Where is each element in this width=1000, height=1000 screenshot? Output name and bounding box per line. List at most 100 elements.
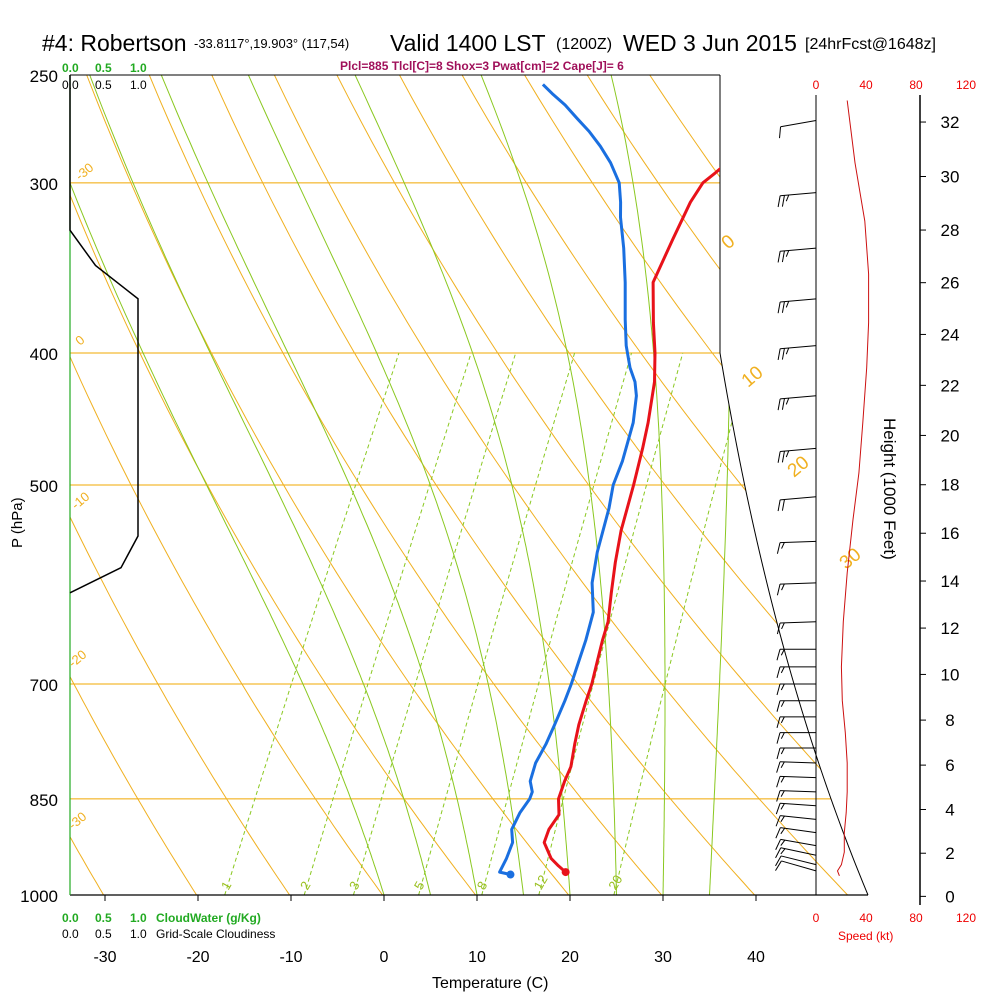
wind-barb-feather xyxy=(781,250,785,263)
dry-adiabat xyxy=(148,75,662,895)
cloud-scale-label: 0.0 xyxy=(62,927,79,941)
wind-barb-feather xyxy=(780,648,785,656)
wind-barb-feather xyxy=(776,716,781,729)
wind-barb-staff xyxy=(780,298,817,303)
wind-speed-line xyxy=(836,100,870,876)
height-tick-label: 30 xyxy=(941,168,960,187)
cloud-scale-label: 0.0 xyxy=(62,78,79,92)
wind-barb xyxy=(777,395,817,411)
speed-tick-bottom: 80 xyxy=(909,911,923,925)
dry-adiabat-label: 0 xyxy=(72,332,87,348)
wind-barb-feather xyxy=(785,450,790,458)
temperature-surface-dot xyxy=(561,868,570,877)
wind-barb xyxy=(776,790,817,802)
y-axis-label: P (hPa) xyxy=(9,497,26,548)
wind-barb-feather xyxy=(775,827,781,839)
wind-barb-staff xyxy=(780,447,817,453)
wind-barb xyxy=(777,496,817,512)
wind-barb-feather xyxy=(777,499,781,512)
x-tick-label: -30 xyxy=(93,949,116,966)
wind-barb xyxy=(775,815,817,827)
wind-barb-feather xyxy=(775,815,781,827)
wind-barb xyxy=(777,447,817,463)
wind-barb-staff xyxy=(780,247,817,252)
wind-barb-feather xyxy=(776,542,781,554)
wind-barb-feather xyxy=(785,194,790,202)
dry-adiabat xyxy=(211,75,755,895)
cloud-scale-label: 1.0 xyxy=(130,927,147,941)
cloudiness-label: Grid-Scale Cloudiness xyxy=(156,927,275,941)
sounding-params: Plcl=885 Tlcl[C]=8 Shox=3 Pwat[cm]=2 Cap… xyxy=(340,59,624,73)
title-bar: #4: Robertson -33.8117°,19.903° (117,54)… xyxy=(42,30,936,73)
x-tick-label: 10 xyxy=(468,949,486,966)
cloudiness-line xyxy=(69,75,139,594)
forecast-info: [24hrFcst@1648z] xyxy=(805,36,936,53)
wind-barb-staff xyxy=(780,775,817,779)
zulu-time: (1200Z) xyxy=(556,36,612,53)
x-tick-label: -10 xyxy=(279,949,302,966)
wind-barb xyxy=(776,732,816,744)
dry-adiabat xyxy=(399,75,868,895)
dry-adiabat-label: 0 xyxy=(718,231,740,254)
height-tick-label: 2 xyxy=(945,844,954,863)
wind-barb xyxy=(775,855,817,867)
moist-adiabat xyxy=(480,75,617,895)
moist-adiabat xyxy=(247,75,524,895)
wind-barb xyxy=(775,827,817,839)
wind-barb xyxy=(776,775,817,788)
wind-barb xyxy=(777,247,817,263)
wind-barb xyxy=(777,345,817,361)
wind-barb-feather xyxy=(777,451,781,463)
cloud-scale-label: 0.5 xyxy=(95,78,112,92)
wind-barb-feather xyxy=(781,348,785,360)
wind-barb-feather xyxy=(785,250,790,257)
dry-adiabat-label: 30 xyxy=(836,544,866,574)
wind-barb-staff xyxy=(780,838,817,847)
wind-barb-feather xyxy=(780,839,786,846)
wind-barb-staff xyxy=(780,120,817,128)
wind-barb-staff xyxy=(780,582,817,585)
wind-barb-feather xyxy=(785,347,790,355)
wind-barb-staff xyxy=(780,847,817,856)
cloud-scale-label: 1.0 xyxy=(130,78,147,92)
speed-tick-bottom: 120 xyxy=(956,911,976,925)
mixing-ratio-label: 1 xyxy=(218,879,235,893)
height-tick-label: 32 xyxy=(941,113,960,132)
wind-barb-staff xyxy=(780,395,817,400)
wind-barb-feather xyxy=(781,583,785,591)
wind-barb-feather xyxy=(780,848,786,855)
wind-barb-staff xyxy=(780,621,817,624)
mixing-ratio-line xyxy=(418,352,576,895)
wind-barb-feather xyxy=(781,622,785,630)
wind-barb-staff xyxy=(780,802,817,807)
wind-barb-feather xyxy=(776,700,781,712)
moist-adiabat xyxy=(354,75,571,895)
wind-barb-feather xyxy=(780,683,785,691)
speed-tick-top: 120 xyxy=(956,78,976,92)
forecast-date: WED 3 Jun 2015 xyxy=(623,30,797,56)
pressure-tick-label: 700 xyxy=(30,676,58,695)
speed-tick-top: 40 xyxy=(859,78,873,92)
pressure-tick-label: 1000 xyxy=(20,887,58,906)
profile-lines xyxy=(498,83,720,876)
wind-barb-feather xyxy=(777,251,781,263)
wind-barb-staff xyxy=(780,345,817,350)
dry-adiabat-label: 10 xyxy=(738,362,768,392)
cloud-scale-label: 0.5 xyxy=(95,911,112,925)
pressure-tick-label: 850 xyxy=(30,791,58,810)
wind-barb-feather xyxy=(776,732,781,744)
wind-barb-staff xyxy=(780,761,817,764)
cloud-scale-label: 0.0 xyxy=(62,61,79,75)
cloud-scale-label: 1.0 xyxy=(130,911,147,925)
wind-barb xyxy=(775,802,817,815)
mixing-ratio-line xyxy=(352,352,517,895)
mixing-ratio-line xyxy=(303,352,472,895)
wind-barb-feather xyxy=(775,847,782,859)
dry-adiabat xyxy=(70,75,198,895)
speed-tick-top: 0 xyxy=(813,78,820,92)
valid-time: Valid 1400 LST xyxy=(390,30,546,56)
wind-barb-feather xyxy=(777,301,781,314)
wind-barb xyxy=(777,192,817,208)
